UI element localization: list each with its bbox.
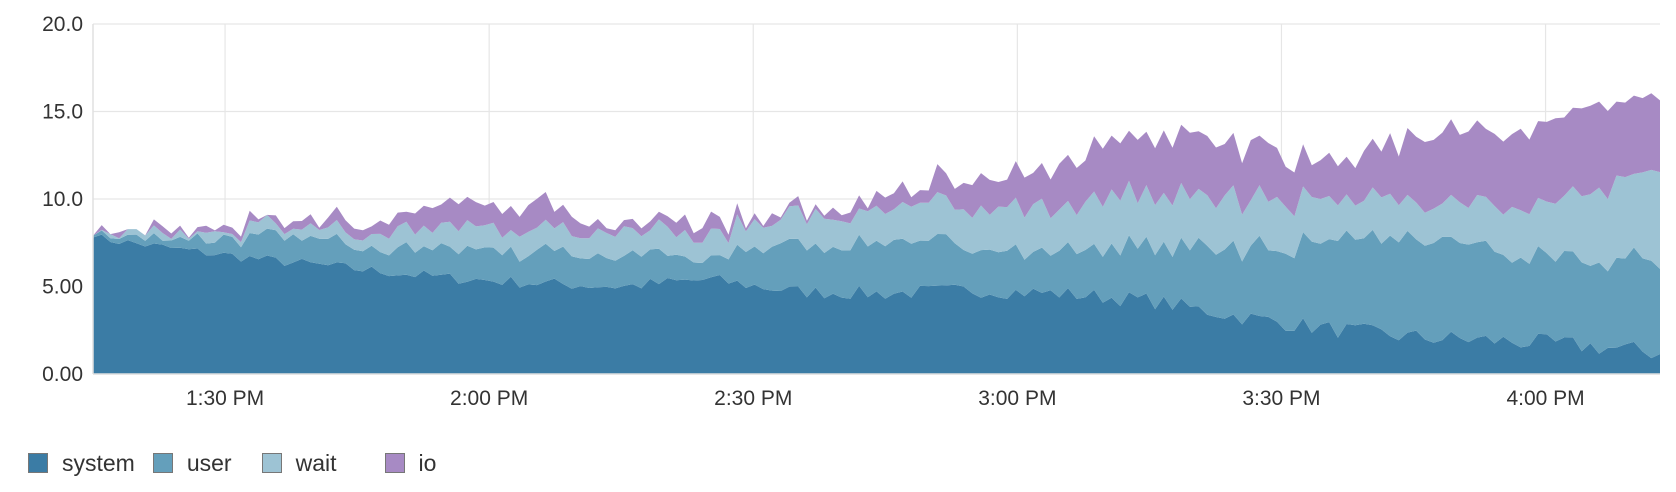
legend-swatch-system [28, 453, 48, 473]
x-tick-label: 3:30 PM [1242, 387, 1320, 410]
legend-item-system[interactable]: system [28, 450, 135, 477]
legend-swatch-io [384, 453, 405, 473]
area-system [93, 234, 1660, 374]
area-user [93, 228, 1660, 359]
legend-swatch-wait [261, 453, 282, 473]
legend-swatch-user [152, 453, 173, 473]
legend-label-io: io [418, 449, 437, 476]
axes: 0.00 5.00 10.0 15.0 20.0 1:30 PM 2:00 PM 2:30 P… [42, 13, 1660, 410]
x-tick-label: 4:00 PM [1506, 387, 1584, 410]
legend-label-wait: wait [295, 449, 337, 476]
legend-item-user[interactable]: user [152, 449, 232, 477]
series-areas [93, 93, 1660, 374]
y-tick-label: 10.0 [42, 188, 83, 211]
x-tick-label: 2:00 PM [450, 387, 528, 410]
y-tick-label: 5.00 [42, 276, 83, 299]
legend-item-wait[interactable]: wait [261, 449, 337, 477]
stacked-area-chart: 0.00 5.00 10.0 15.0 20.0 1:30 PM 2:00 PM 2:30 P… [42, 13, 1660, 410]
area-wait [93, 169, 1660, 272]
y-tick-label: 20.0 [42, 13, 83, 36]
x-tick-label: 2:30 PM [714, 387, 792, 410]
legend-item-io[interactable]: io [384, 449, 437, 477]
y-tick-label: 15.0 [42, 101, 83, 124]
legend-label-user: user [186, 449, 232, 476]
legend-label-system: system [62, 449, 135, 476]
x-tick-label: 1:30 PM [186, 387, 264, 410]
x-tick-label: 3:00 PM [978, 387, 1056, 410]
y-tick-label: 0.00 [42, 363, 83, 386]
legend: system user wait io [28, 448, 454, 478]
area-io [93, 93, 1660, 244]
